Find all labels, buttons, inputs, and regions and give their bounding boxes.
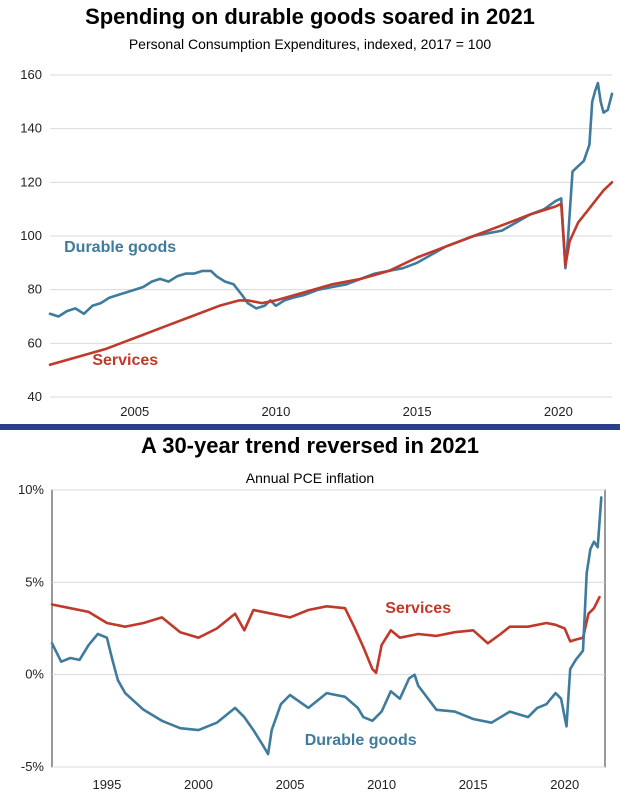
- x-tick-label: 2010: [261, 404, 290, 419]
- x-tick-label: 1995: [92, 777, 121, 792]
- chart-plot-area: -5% 0% 5% 10% 1995 2000 2005 2010 2015 2020 Servic…: [18, 482, 606, 792]
- chart-title: A 30-year trend reversed in 2021: [141, 433, 479, 458]
- y-tick-label: 10%: [18, 482, 44, 497]
- x-tick-label: 2010: [367, 777, 396, 792]
- y-tick-label: 5%: [25, 574, 44, 589]
- y-tick-label: 140: [20, 121, 42, 136]
- x-tick-label: 2015: [459, 777, 488, 792]
- durable-goods-label: Durable goods: [305, 732, 417, 749]
- durable-spending-chart: Spending on durable goods soared in 2021…: [20, 4, 614, 419]
- durable-goods-line: [48, 81, 614, 318]
- services-line: [48, 181, 614, 367]
- x-tick-label: 2015: [403, 404, 432, 419]
- chart-subtitle: Personal Consumption Expenditures, index…: [128, 36, 492, 52]
- panel-divider: [0, 424, 620, 430]
- plot-frame: [51, 489, 606, 768]
- services-label: Services: [385, 600, 451, 617]
- y-tick-label: 60: [28, 335, 42, 350]
- x-tick-label: 2005: [120, 404, 149, 419]
- durable-goods-label: Durable goods: [64, 239, 176, 256]
- y-tick-label: 40: [28, 389, 42, 404]
- durable-goods-line: [50, 496, 603, 756]
- x-tick-label: 2020: [544, 404, 573, 419]
- services-label: Services: [92, 352, 158, 369]
- y-tick-label: -5%: [21, 759, 45, 774]
- x-tick-label: 2000: [184, 777, 213, 792]
- chart-plot-area: 40 60 80 100 120 140 160 2005 2010 2015 2020 Durabl…: [20, 67, 614, 419]
- inflation-chart: A 30-year trend reversed in 2021 Annual …: [0, 430, 620, 800]
- y-tick-label: 100: [20, 228, 42, 243]
- x-tick-label: 2005: [276, 777, 305, 792]
- y-tick-label: 120: [20, 174, 42, 189]
- y-tick-label: 80: [28, 282, 42, 297]
- chart-title: Spending on durable goods soared in 2021: [85, 4, 535, 29]
- services-line: [50, 595, 601, 675]
- y-tick-label: 0%: [25, 667, 44, 682]
- x-tick-label: 2020: [550, 777, 579, 792]
- chart-subtitle: Annual PCE inflation: [245, 470, 375, 486]
- y-tick-label: 160: [20, 67, 42, 82]
